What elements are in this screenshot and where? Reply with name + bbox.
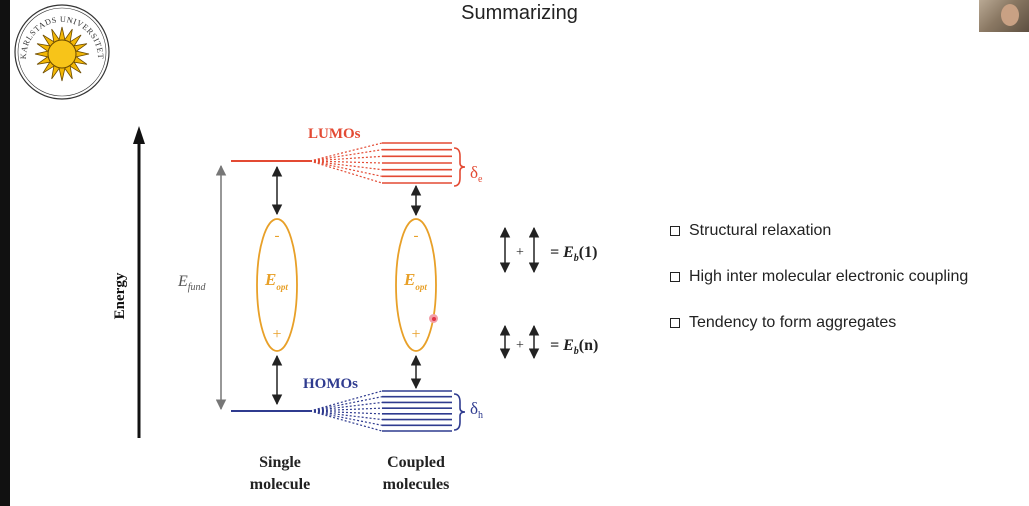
eb1-plus: + xyxy=(516,245,524,260)
fan-dashed-line xyxy=(309,410,383,432)
checkbox-square-icon xyxy=(670,226,680,236)
bullet-item: Tendency to form aggregates xyxy=(670,300,968,346)
fan-dashed-line xyxy=(309,410,383,421)
ebn-equation: = Eb(n) xyxy=(550,337,598,357)
single-exciton-ellipse xyxy=(256,218,298,352)
delta-h-label: δh xyxy=(470,399,483,421)
slide-title: Summarizing xyxy=(461,2,578,24)
coupled-plus-sign: + xyxy=(411,326,420,343)
coupled-exciton-ellipse xyxy=(395,218,437,352)
webcam-thumbnail xyxy=(979,0,1029,32)
single-label-line1: Single xyxy=(259,454,301,471)
eb1-equation: = Eb(1) xyxy=(550,244,597,264)
single-e-opt-label: Eopt xyxy=(264,270,288,292)
fan-dashed-line xyxy=(309,410,383,426)
coupled-minus-sign: - xyxy=(414,228,419,244)
checkbox-square-icon xyxy=(670,272,680,282)
fan-dashed-line xyxy=(309,142,383,162)
checkbox-square-icon xyxy=(670,318,680,328)
fan-dashed-line xyxy=(309,410,383,415)
single-label-line2: molecule xyxy=(250,476,310,493)
coupled-lumo-levels xyxy=(382,142,452,184)
delta-e-label: δe xyxy=(470,163,483,185)
fan-dashed-line xyxy=(309,160,383,164)
energy-axis-arrowhead xyxy=(133,126,145,144)
bullet-item: High inter molecular electronic coupling xyxy=(670,254,968,300)
coupled-label-line1: Coupled xyxy=(387,454,445,471)
bullet-list: Structural relaxation High inter molecul… xyxy=(670,208,968,346)
pointer-dot xyxy=(429,314,438,323)
coupled-e-opt-label: Eopt xyxy=(403,270,427,292)
eb1-legend: + = Eb(1) xyxy=(499,226,597,274)
energy-diagram: Energy Efund LUMOs HOMOs δe δh - + Eopt xyxy=(112,126,598,493)
fan-dashed-line xyxy=(309,407,383,412)
ebn-legend: + = Eb(n) xyxy=(499,324,598,360)
slide: Summarizing KARLSTADS UNIVERSITET xyxy=(10,0,1029,506)
lumo-label: LUMOs xyxy=(308,126,361,142)
presenter-face xyxy=(1001,4,1019,26)
single-plus-sign: + xyxy=(272,326,281,343)
lumo-fan-lines xyxy=(309,142,383,184)
homo-label: HOMOs xyxy=(303,376,358,392)
coupled-label-line2: molecules xyxy=(383,476,450,493)
delta-e-bracket xyxy=(453,147,466,187)
fan-dashed-line xyxy=(309,160,383,177)
fan-dashed-line xyxy=(309,149,383,162)
e-fund-label: Efund xyxy=(177,273,207,293)
homo-fan-lines xyxy=(309,390,383,432)
bullet-item: Structural relaxation xyxy=(670,208,968,254)
single-minus-sign: - xyxy=(275,228,280,244)
fan-dashed-line xyxy=(309,390,383,412)
fan-dashed-line xyxy=(309,160,383,171)
ebn-plus: + xyxy=(516,338,524,353)
coupled-homo-levels xyxy=(382,390,452,432)
fan-dashed-line xyxy=(309,396,383,412)
fan-dashed-line xyxy=(309,160,383,184)
university-logo: KARLSTADS UNIVERSITET xyxy=(14,4,110,100)
sun-icon xyxy=(34,26,90,82)
energy-axis-label: Energy xyxy=(112,272,128,319)
fan-dashed-line xyxy=(309,155,383,162)
fan-dashed-line xyxy=(309,401,383,412)
delta-h-bracket xyxy=(453,393,466,431)
